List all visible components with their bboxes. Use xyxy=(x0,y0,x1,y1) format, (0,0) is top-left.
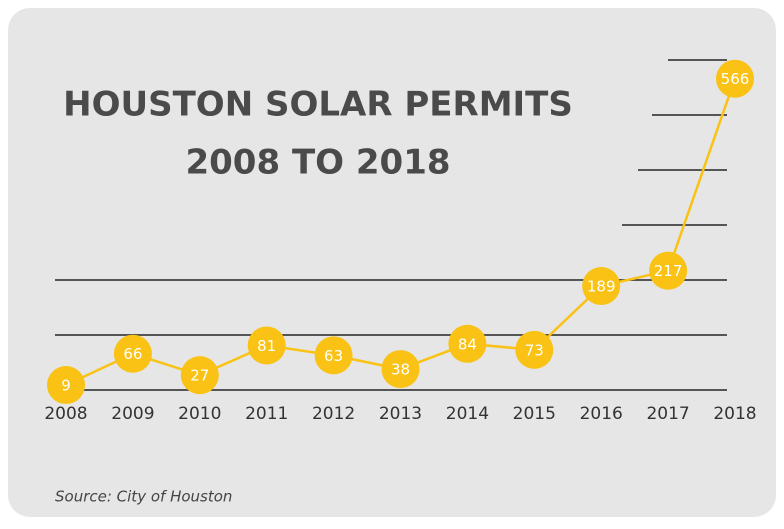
x-tick-label: 2016 xyxy=(580,404,623,424)
point xyxy=(314,336,353,375)
x-tick-label: 2009 xyxy=(111,404,154,424)
chart-title: HOUSTON SOLAR PERMITS xyxy=(63,85,573,125)
x-tick-label: 2008 xyxy=(44,404,87,424)
x-tick-label: 2010 xyxy=(178,404,221,424)
value-label: 66 xyxy=(123,345,142,363)
value-label: 38 xyxy=(391,361,410,379)
source: Source: City of Houston xyxy=(55,488,232,506)
point xyxy=(113,334,152,373)
point xyxy=(515,330,554,369)
point xyxy=(381,350,420,389)
x-tick-label: 2017 xyxy=(646,404,689,424)
chart-subtitle: 2008 TO 2018 xyxy=(185,143,450,183)
value-label: 9 xyxy=(61,377,71,395)
point xyxy=(247,326,286,365)
x-tick-label: 2018 xyxy=(713,404,756,424)
value-label: 217 xyxy=(654,262,683,280)
point xyxy=(47,366,85,405)
value-label: 566 xyxy=(721,70,750,88)
x-tick-label: 2012 xyxy=(312,404,355,424)
x-tick-label: 2015 xyxy=(513,404,556,424)
x-tick-label: 2014 xyxy=(446,404,489,424)
x-tick-label: 2013 xyxy=(379,404,422,424)
value-label: 63 xyxy=(324,347,343,365)
value-label: 81 xyxy=(257,337,276,355)
value-label: 189 xyxy=(587,278,616,296)
point xyxy=(716,59,754,98)
value-label: 27 xyxy=(190,367,209,385)
point xyxy=(582,267,621,306)
point xyxy=(180,356,219,395)
point xyxy=(448,324,487,363)
point xyxy=(649,251,688,290)
value-label: 73 xyxy=(525,341,544,359)
value-label: 84 xyxy=(458,335,477,353)
x-tick-label: 2011 xyxy=(245,404,288,424)
